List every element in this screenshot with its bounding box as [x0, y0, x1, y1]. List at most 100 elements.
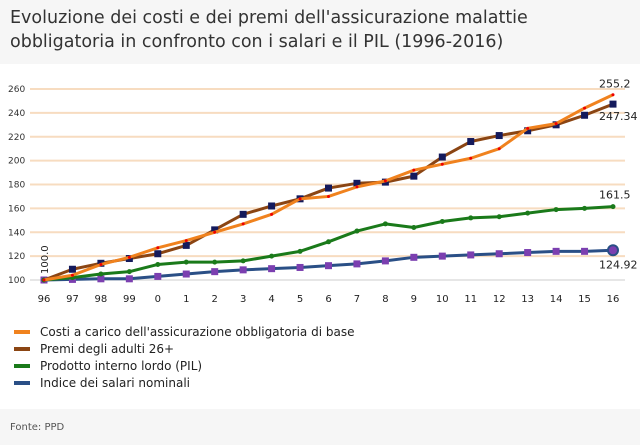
- end-value-label: 255.2: [599, 78, 631, 91]
- data-point: [411, 224, 417, 230]
- data-point: [496, 214, 502, 220]
- x-tick-label: 12: [493, 294, 506, 305]
- source-note: Fonte: PPD: [10, 422, 65, 433]
- data-point: [355, 185, 359, 189]
- data-point: [524, 249, 532, 257]
- data-point: [184, 239, 188, 243]
- data-point: [296, 263, 304, 271]
- legend-swatch: [14, 363, 30, 368]
- y-tick-label: 140: [8, 228, 25, 238]
- x-tick-label: 1: [183, 294, 189, 305]
- y-tick-label: 180: [8, 181, 25, 191]
- x-tick-label: 7: [354, 294, 360, 305]
- legend-label: Prodotto interno lordo (PIL): [40, 358, 203, 373]
- data-point: [495, 132, 503, 140]
- data-point: [268, 265, 276, 273]
- data-point: [156, 246, 160, 250]
- data-point: [241, 222, 245, 226]
- data-point: [610, 204, 616, 210]
- data-point: [468, 215, 474, 221]
- legend-label: Indice dei salari nominali: [40, 375, 191, 390]
- y-tick-label: 220: [8, 133, 25, 143]
- data-point: [467, 138, 475, 146]
- data-point: [239, 210, 247, 218]
- x-tick-label: 96: [38, 294, 51, 305]
- legend-label: Premi degli adulti 26+: [40, 341, 175, 356]
- data-point: [495, 250, 503, 258]
- x-tick-label: 8: [382, 294, 388, 305]
- x-tick-label: 97: [66, 294, 79, 305]
- x-tick-label: 0: [155, 294, 161, 305]
- data-point: [327, 194, 330, 198]
- data-point: [554, 122, 558, 126]
- data-point: [182, 270, 190, 278]
- start-value-label: 100.0: [40, 245, 51, 274]
- x-tick-label: 13: [521, 294, 534, 305]
- data-point: [325, 262, 332, 270]
- data-point: [98, 271, 104, 277]
- data-point: [438, 252, 446, 260]
- data-point: [268, 202, 276, 210]
- highlight-point: [607, 244, 619, 257]
- end-value-label: 161.5: [599, 189, 631, 202]
- data-point: [326, 239, 331, 245]
- x-tick-label: 98: [95, 294, 108, 305]
- x-tick-label: 4: [268, 294, 274, 305]
- y-tick-label: 120: [8, 252, 25, 262]
- data-point: [211, 226, 219, 234]
- data-point: [583, 106, 587, 110]
- legend-item: Prodotto interno lordo (PIL): [14, 357, 354, 374]
- data-point: [42, 278, 46, 282]
- y-tick-label: 160: [8, 204, 25, 214]
- data-point: [524, 127, 532, 135]
- data-point: [212, 259, 218, 265]
- data-point: [552, 247, 560, 255]
- data-point: [213, 230, 217, 234]
- data-point: [354, 228, 360, 234]
- data-point: [325, 184, 332, 192]
- data-point: [183, 259, 189, 265]
- data-point: [239, 266, 247, 274]
- data-point: [125, 275, 133, 283]
- x-tick-label: 11: [464, 294, 477, 305]
- data-point: [440, 162, 444, 166]
- data-point: [582, 205, 588, 211]
- data-point: [609, 100, 617, 108]
- y-tick-label: 100: [8, 276, 25, 286]
- legend-label: Costi a carico dell'assicurazione obblig…: [40, 324, 355, 339]
- data-point: [68, 265, 76, 273]
- data-point: [270, 212, 274, 216]
- x-tick-label: 10: [436, 294, 449, 305]
- data-point: [467, 251, 475, 259]
- end-value-label: 124.92: [599, 258, 638, 271]
- data-point: [155, 261, 161, 267]
- x-tick-label: 6: [325, 294, 331, 305]
- data-point: [439, 219, 445, 225]
- data-point: [382, 221, 388, 227]
- y-tick-label: 240: [8, 109, 25, 119]
- legend-item: Costi a carico dell'assicurazione obblig…: [14, 323, 354, 340]
- data-point: [438, 153, 446, 161]
- data-point: [154, 272, 162, 280]
- legend-swatch: [14, 329, 30, 334]
- data-point: [353, 260, 361, 268]
- legend-swatch: [14, 380, 30, 385]
- data-point: [525, 210, 531, 216]
- legend: Costi a carico dell'assicurazione obblig…: [14, 323, 354, 391]
- data-point: [412, 168, 416, 172]
- data-point: [381, 257, 389, 265]
- x-tick-label: 15: [578, 294, 591, 305]
- data-point: [553, 207, 559, 213]
- legend-item: Premi degli adulti 26+: [14, 340, 354, 357]
- data-point: [99, 262, 103, 266]
- data-point: [269, 253, 275, 259]
- data-point: [298, 197, 302, 201]
- legend-swatch: [14, 346, 30, 351]
- end-value-label: 247.34: [599, 110, 638, 123]
- data-point: [497, 147, 501, 151]
- x-tick-label: 2: [212, 294, 218, 305]
- x-tick-label: 3: [240, 294, 246, 305]
- data-point: [182, 241, 190, 249]
- x-tick-label: 99: [123, 294, 136, 305]
